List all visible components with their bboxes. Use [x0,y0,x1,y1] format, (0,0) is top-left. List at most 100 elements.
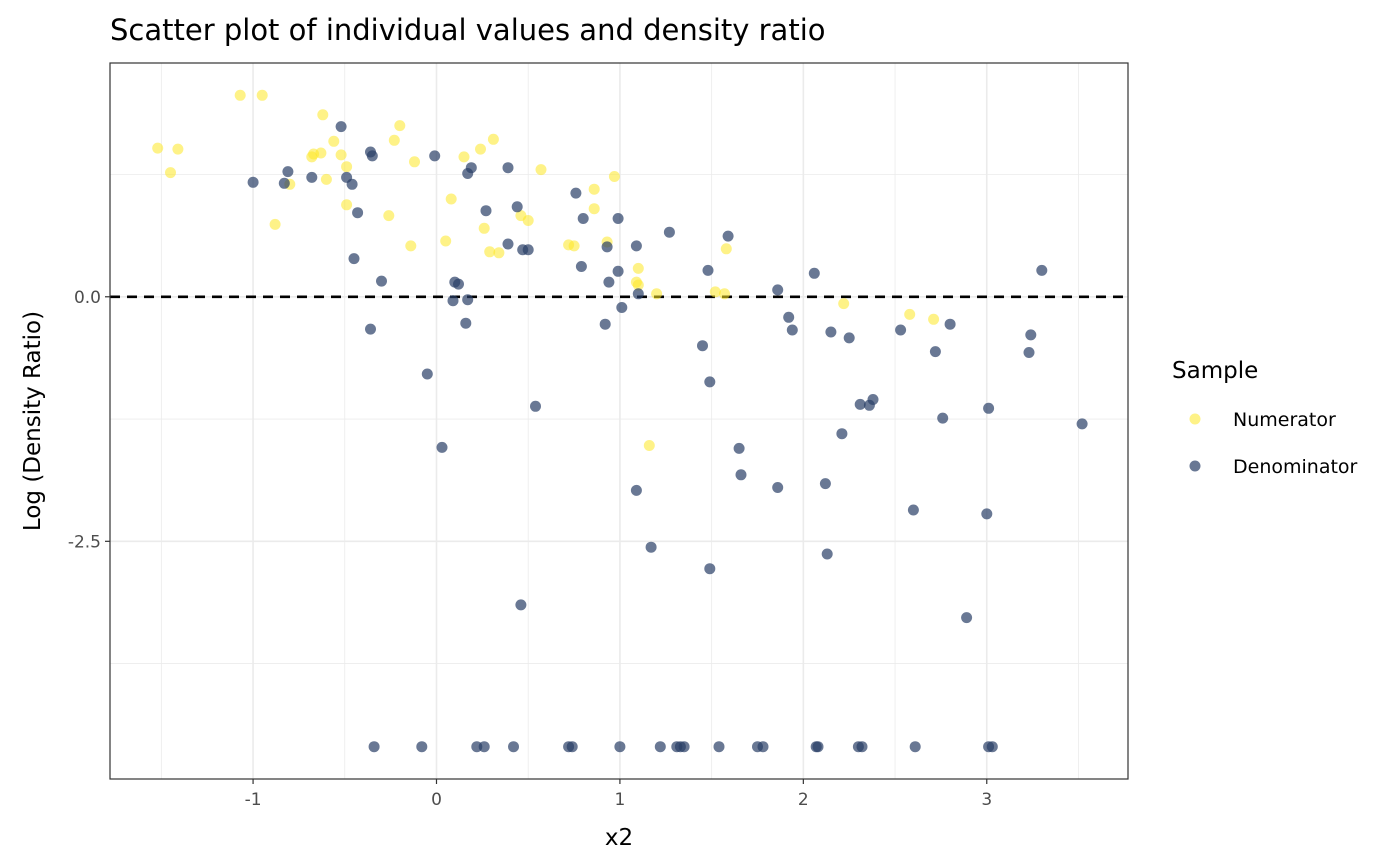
denominator-point [603,276,615,288]
denominator-point [937,412,949,424]
denominator-point [348,253,360,265]
x-axis-ticks: -1 0 1 2 3 [245,779,992,810]
numerator-point [493,247,505,259]
denominator-point [436,441,448,453]
numerator-point [269,218,281,230]
y-tick-label: 0.0 [74,288,101,308]
numerator-point [256,89,268,101]
denominator-point [733,442,745,454]
numerator-point [928,313,940,325]
denominator-point [530,400,541,412]
denominator-point [616,302,628,313]
numerator-point [445,193,457,205]
denominator-point [986,741,998,753]
legend-label-numerator: Numerator [1233,409,1336,431]
x-tick-label: 1 [615,790,626,810]
denominator-point [1025,329,1037,341]
denominator-point [352,207,364,219]
numerator-point [165,167,176,179]
denominator-point [783,311,795,323]
y-axis-title: Log (Density Ratio) [20,311,46,531]
numerator-point [632,279,644,291]
denominator-point [645,541,657,553]
denominator-point [983,402,995,414]
denominator-point [836,428,848,440]
denominator-point [453,278,464,290]
denominator-point [1036,264,1048,276]
x-tick-label: -1 [245,790,262,810]
denominator-point [1023,347,1035,358]
denominator-point [772,284,784,296]
denominator-point [366,150,378,162]
denominator-point [462,168,474,179]
denominator-point [511,201,523,213]
denominator-point [654,741,666,753]
x-axis-title: x2 [605,825,633,851]
denominator-point [416,741,428,753]
denominator-point [601,241,613,253]
numerator-point [588,203,600,215]
denominator-point [772,482,784,493]
y-tick-label: -2.5 [68,532,101,552]
x-tick-label: 0 [431,790,442,810]
denominator-point [786,324,798,336]
numerator-point [478,222,490,234]
legend-title: Sample [1172,358,1258,384]
denominator-point [812,741,824,753]
numerator-point [335,149,347,161]
denominator-point [697,340,708,352]
numerator-point [643,440,655,451]
denominator-point [630,484,642,496]
denominator-point [808,267,820,279]
denominator-point [346,178,358,190]
denominator-point [365,323,376,335]
denominator-point [570,187,582,199]
denominator-point [508,741,519,753]
numerator-point [709,286,721,298]
denominator-point [981,508,993,520]
denominator-point [614,741,626,753]
denominator-point [632,288,644,300]
numerator-point [405,240,417,252]
numerator-point [388,134,400,146]
denominator-point [577,213,589,224]
numerator-point [317,109,329,121]
denominator-point [421,368,433,380]
numerator-point [172,143,184,155]
numerator-point [522,215,534,226]
denominator-point [843,332,855,344]
denominator-point [335,121,347,133]
denominator-point [478,741,490,753]
denominator-point [702,264,714,276]
denominator-point [502,238,514,250]
legend-label-denominator: Denominator [1233,456,1358,478]
denominator-point [429,150,441,162]
denominator-point [462,294,474,306]
numerator-point [487,133,499,145]
denominator-point [863,399,875,411]
data-points [152,89,1088,753]
denominator-point [480,205,492,217]
denominator-point [678,741,690,753]
denominator-point [522,244,534,256]
denominator-point [282,166,294,178]
numerator-point [383,210,395,222]
denominator-point [757,741,769,753]
y-axis-ticks: 0.0 -2.5 [68,288,110,552]
numerator-point [320,173,332,185]
denominator-point [663,226,675,238]
numerator-point [306,151,318,163]
denominator-point [612,265,624,277]
denominator-point [854,398,866,410]
denominator-point [704,376,716,388]
numerator-point [588,183,600,195]
denominator-point [895,324,907,336]
numerator-point [475,143,486,155]
denominator-point [502,162,514,174]
denominator-point [278,177,290,189]
denominator-point [713,741,725,753]
denominator-point [821,548,833,560]
denominator-point [722,230,734,242]
denominator-point [515,599,527,611]
